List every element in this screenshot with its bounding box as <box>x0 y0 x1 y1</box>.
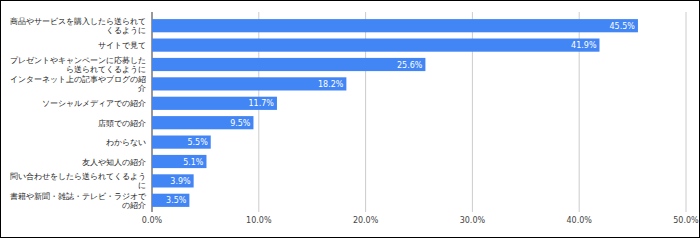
category-label-line: に <box>138 181 146 190</box>
category-label-line: の紹介 <box>122 201 146 210</box>
data-label: 41.9% <box>571 41 597 50</box>
category-label-line: プレゼントやキャンペーンに応募した <box>10 56 146 65</box>
bar <box>152 19 638 32</box>
category-label: わからない <box>106 138 146 147</box>
category-label-line: ら送られてくるように <box>66 65 146 74</box>
bar <box>152 174 194 187</box>
category-label: プレゼントやキャンペーンに応募したら送られてくるように <box>10 56 146 74</box>
category-label: 問い合わせをしたら送られてくるように <box>10 172 146 190</box>
category-label-line: 介 <box>138 84 146 93</box>
category-label: 書籍や新聞・雑誌・テレビ・ラジオでの紹介 <box>10 192 147 210</box>
bar <box>152 39 599 52</box>
tick-label: 20.0% <box>353 216 379 225</box>
data-label: 5.5% <box>187 138 208 147</box>
category-label: サイトで見て <box>98 41 146 50</box>
bars <box>152 19 638 207</box>
bar <box>152 58 425 71</box>
category-label: 友人や知人の紹介 <box>82 158 146 167</box>
category-label-line: サイトで見て <box>98 41 146 50</box>
bar <box>152 97 277 110</box>
data-label: 25.6% <box>397 61 423 70</box>
category-label-line: ソーシャルメディアでの紹介 <box>42 99 146 108</box>
data-label: 11.7% <box>249 99 275 108</box>
tick-label: 50.0% <box>673 216 699 225</box>
frame <box>1 1 700 238</box>
bar <box>152 194 189 207</box>
data-label: 5.1% <box>183 158 204 167</box>
category-label-line: わからない <box>106 138 146 147</box>
tick-label: 40.0% <box>566 216 592 225</box>
grid-line <box>686 12 687 212</box>
tick-label: 0.0% <box>142 216 163 225</box>
bar <box>152 116 253 129</box>
category-label: 店頭での紹介 <box>98 119 146 128</box>
data-label: 3.5% <box>166 196 187 205</box>
category-label-line: 商品やサービスを購入したら送られて <box>10 17 146 26</box>
category-label-line: 店頭での紹介 <box>98 119 146 128</box>
bar <box>152 77 346 90</box>
tick-label: 10.0% <box>246 216 272 225</box>
data-label: 45.5% <box>610 22 636 31</box>
category-label: 商品やサービスを購入したら送られてくるように <box>10 17 146 35</box>
data-label: 3.9% <box>170 177 191 186</box>
bar <box>152 136 211 149</box>
category-label-line: 問い合わせをしたら送られてくるよう <box>10 172 146 181</box>
category-label: ソーシャルメディアでの紹介 <box>42 99 146 108</box>
data-label: 18.2% <box>318 80 344 89</box>
category-label-line: くるように <box>106 26 146 35</box>
tick-label: 30.0% <box>460 216 486 225</box>
category-label-line: 書籍や新聞・雑誌・テレビ・ラジオで <box>10 192 147 201</box>
data-label: 9.5% <box>230 119 251 128</box>
category-label: インターネット上の記事やブログの紹介 <box>10 75 146 93</box>
category-label-line: インターネット上の記事やブログの紹 <box>10 75 146 84</box>
chart: 0.0% 10.0% 20.0% 30.0% 40.0% 50.0% 45.5% 41.9% 2… <box>0 0 700 238</box>
category-label-line: 友人や知人の紹介 <box>82 158 146 167</box>
bar <box>152 155 206 168</box>
